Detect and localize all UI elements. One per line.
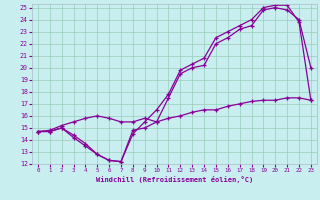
X-axis label: Windchill (Refroidissement éolien,°C): Windchill (Refroidissement éolien,°C) [96,176,253,183]
